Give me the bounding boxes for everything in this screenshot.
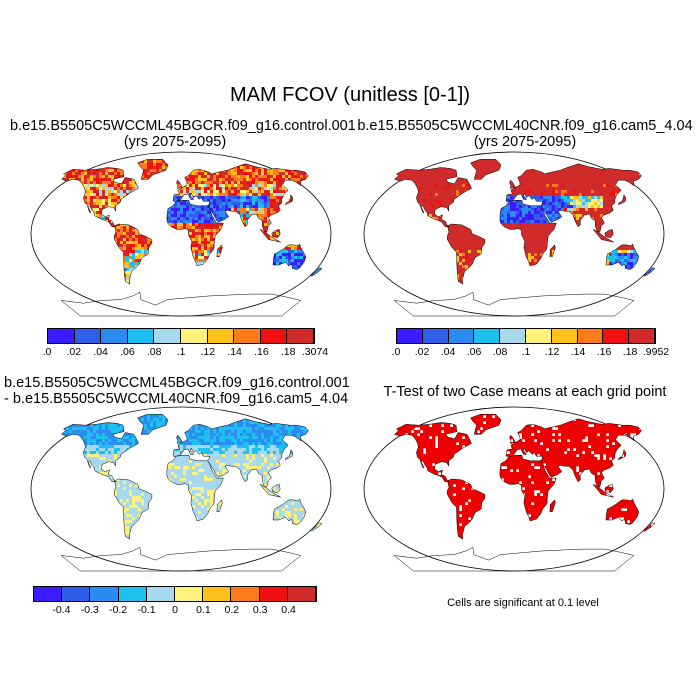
colorbar-swatch	[74, 329, 102, 343]
colorbar-swatch	[34, 587, 63, 601]
colorbar-label: .04	[93, 346, 108, 358]
panel-title-case1: b.e15.B5505C5WCCML45BGCR.f09_g16.control…	[10, 118, 356, 150]
colorbar-label: -0.3	[80, 604, 99, 616]
colorbar-swatches	[47, 328, 315, 344]
coastlines	[60, 414, 323, 572]
colorbar-swatch	[287, 329, 314, 343]
significance-note: Cells are significant at 0.1 level	[447, 597, 599, 609]
colorbar-label: .14	[227, 346, 242, 358]
colorbar-diff: -0.4 -0.3 -0.2 -0.1 0 0.1 0.2 0.3 0.4	[33, 586, 317, 620]
colorbar-label: .14	[570, 346, 586, 358]
colorbar-swatch	[62, 587, 91, 601]
colorbar-swatch	[180, 329, 208, 343]
panel-title-line2: - b.e15.B5505C5WCCML40CNR.f09_g16.cam5_4…	[4, 391, 349, 407]
colorbar-case2: .0 .02 .04 .06 .08 .1 .12 .14 .16 .18 .9952	[392, 328, 669, 362]
colorbar-swatch	[231, 587, 260, 601]
colorbar-swatch	[101, 329, 128, 343]
panel-title-line2: (yrs 2075-2095)	[123, 134, 227, 150]
colorbar-label: .02	[414, 346, 430, 358]
colorbar-swatch	[577, 329, 604, 343]
colorbar-label: .08	[492, 346, 508, 358]
colorbar-label: .18	[280, 346, 296, 358]
panel-title-line2: (yrs 2075-2095)	[473, 134, 577, 150]
colorbar-swatch	[203, 587, 232, 601]
colorbar-label: .06	[466, 346, 482, 358]
panel-title-case2: b.e15.B5505C5WCCML40CNR.f09_g16.cam5_4.0…	[355, 118, 695, 150]
colorbar-swatch	[603, 329, 630, 343]
colorbar-case1: .0 .02 .04 .06 .08 .1 .12 .14 .16 .18 .3074	[43, 328, 328, 362]
colorbar-swatch	[259, 587, 288, 601]
colorbar-swatch	[551, 329, 578, 343]
panel-title-line1: b.e15.B5505C5WCCML45BGCR.f09_g16.control…	[10, 118, 356, 134]
colorbar-swatch	[474, 329, 501, 343]
map-panel-diff	[30, 406, 332, 572]
colorbar-label: .16	[254, 346, 269, 358]
colorbar-label: .1	[521, 346, 531, 358]
colorbar-swatch	[422, 329, 449, 343]
map-panel-ttest	[363, 406, 665, 572]
colorbar-label: .04	[440, 346, 456, 358]
colorbar-swatch	[48, 329, 75, 343]
coastlines	[60, 159, 323, 317]
colorbar-label: .3074	[301, 346, 329, 358]
colorbar-label: .0	[391, 346, 401, 358]
map-panel-case2	[363, 151, 665, 317]
colorbar-swatch	[118, 587, 147, 601]
colorbar-swatch	[207, 329, 235, 343]
panel-title-line1: b.e15.B5505C5WCCML40CNR.f09_g16.cam5_4.0…	[357, 118, 693, 134]
colorbar-label: 0.1	[196, 604, 211, 616]
colorbar-label: -0.1	[137, 604, 156, 616]
panel-title-diff: b.e15.B5505C5WCCML45BGCR.f09_g16.control…	[4, 375, 350, 407]
panel-title-line1: b.e15.B5505C5WCCML45BGCR.f09_g16.control…	[4, 375, 350, 391]
colorbar-label: .08	[146, 346, 162, 358]
colorbar-swatch	[90, 587, 119, 601]
colorbar-label: .18	[622, 346, 638, 358]
colorbar-swatch	[525, 329, 552, 343]
panel-title-ttest: T-Test of two Case means at each grid po…	[355, 384, 695, 400]
colorbar-label: .06	[120, 346, 135, 358]
colorbar-swatches	[33, 586, 317, 602]
colorbar-swatch	[287, 587, 317, 601]
colorbar-swatch	[175, 587, 204, 601]
figure-title: MAM FCOV (unitless [0-1])	[229, 84, 471, 106]
colorbar-label: -0.2	[109, 604, 128, 616]
colorbar-label: .02	[66, 346, 82, 358]
colorbar-swatch	[260, 329, 288, 343]
colorbar-label: 0	[172, 604, 178, 616]
colorbar-label: .1	[176, 346, 186, 358]
colorbar-swatch	[397, 329, 423, 343]
colorbar-label: .12	[200, 346, 216, 358]
colorbar-swatch	[234, 329, 261, 343]
panel-title-line1: T-Test of two Case means at each grid po…	[383, 384, 667, 400]
map-panel-case1	[30, 151, 332, 317]
colorbar-label: 0.3	[252, 604, 268, 616]
colorbar-swatch	[154, 329, 181, 343]
colorbar-label: .0	[42, 346, 52, 358]
colorbar-label: .16	[596, 346, 612, 358]
colorbar-swatch	[146, 587, 176, 601]
colorbar-swatch	[500, 329, 526, 343]
colorbar-label: 0.4	[281, 604, 296, 616]
coastlines	[393, 159, 656, 317]
colorbar-label: .12	[544, 346, 560, 358]
colorbar-label: -0.4	[52, 604, 71, 616]
coastlines	[393, 414, 656, 572]
colorbar-swatch	[127, 329, 155, 343]
colorbar-swatches	[396, 328, 656, 344]
colorbar-swatch	[629, 329, 655, 343]
colorbar-swatch	[448, 329, 475, 343]
colorbar-label: .9952	[642, 346, 670, 358]
colorbar-label: 0.2	[224, 604, 240, 616]
